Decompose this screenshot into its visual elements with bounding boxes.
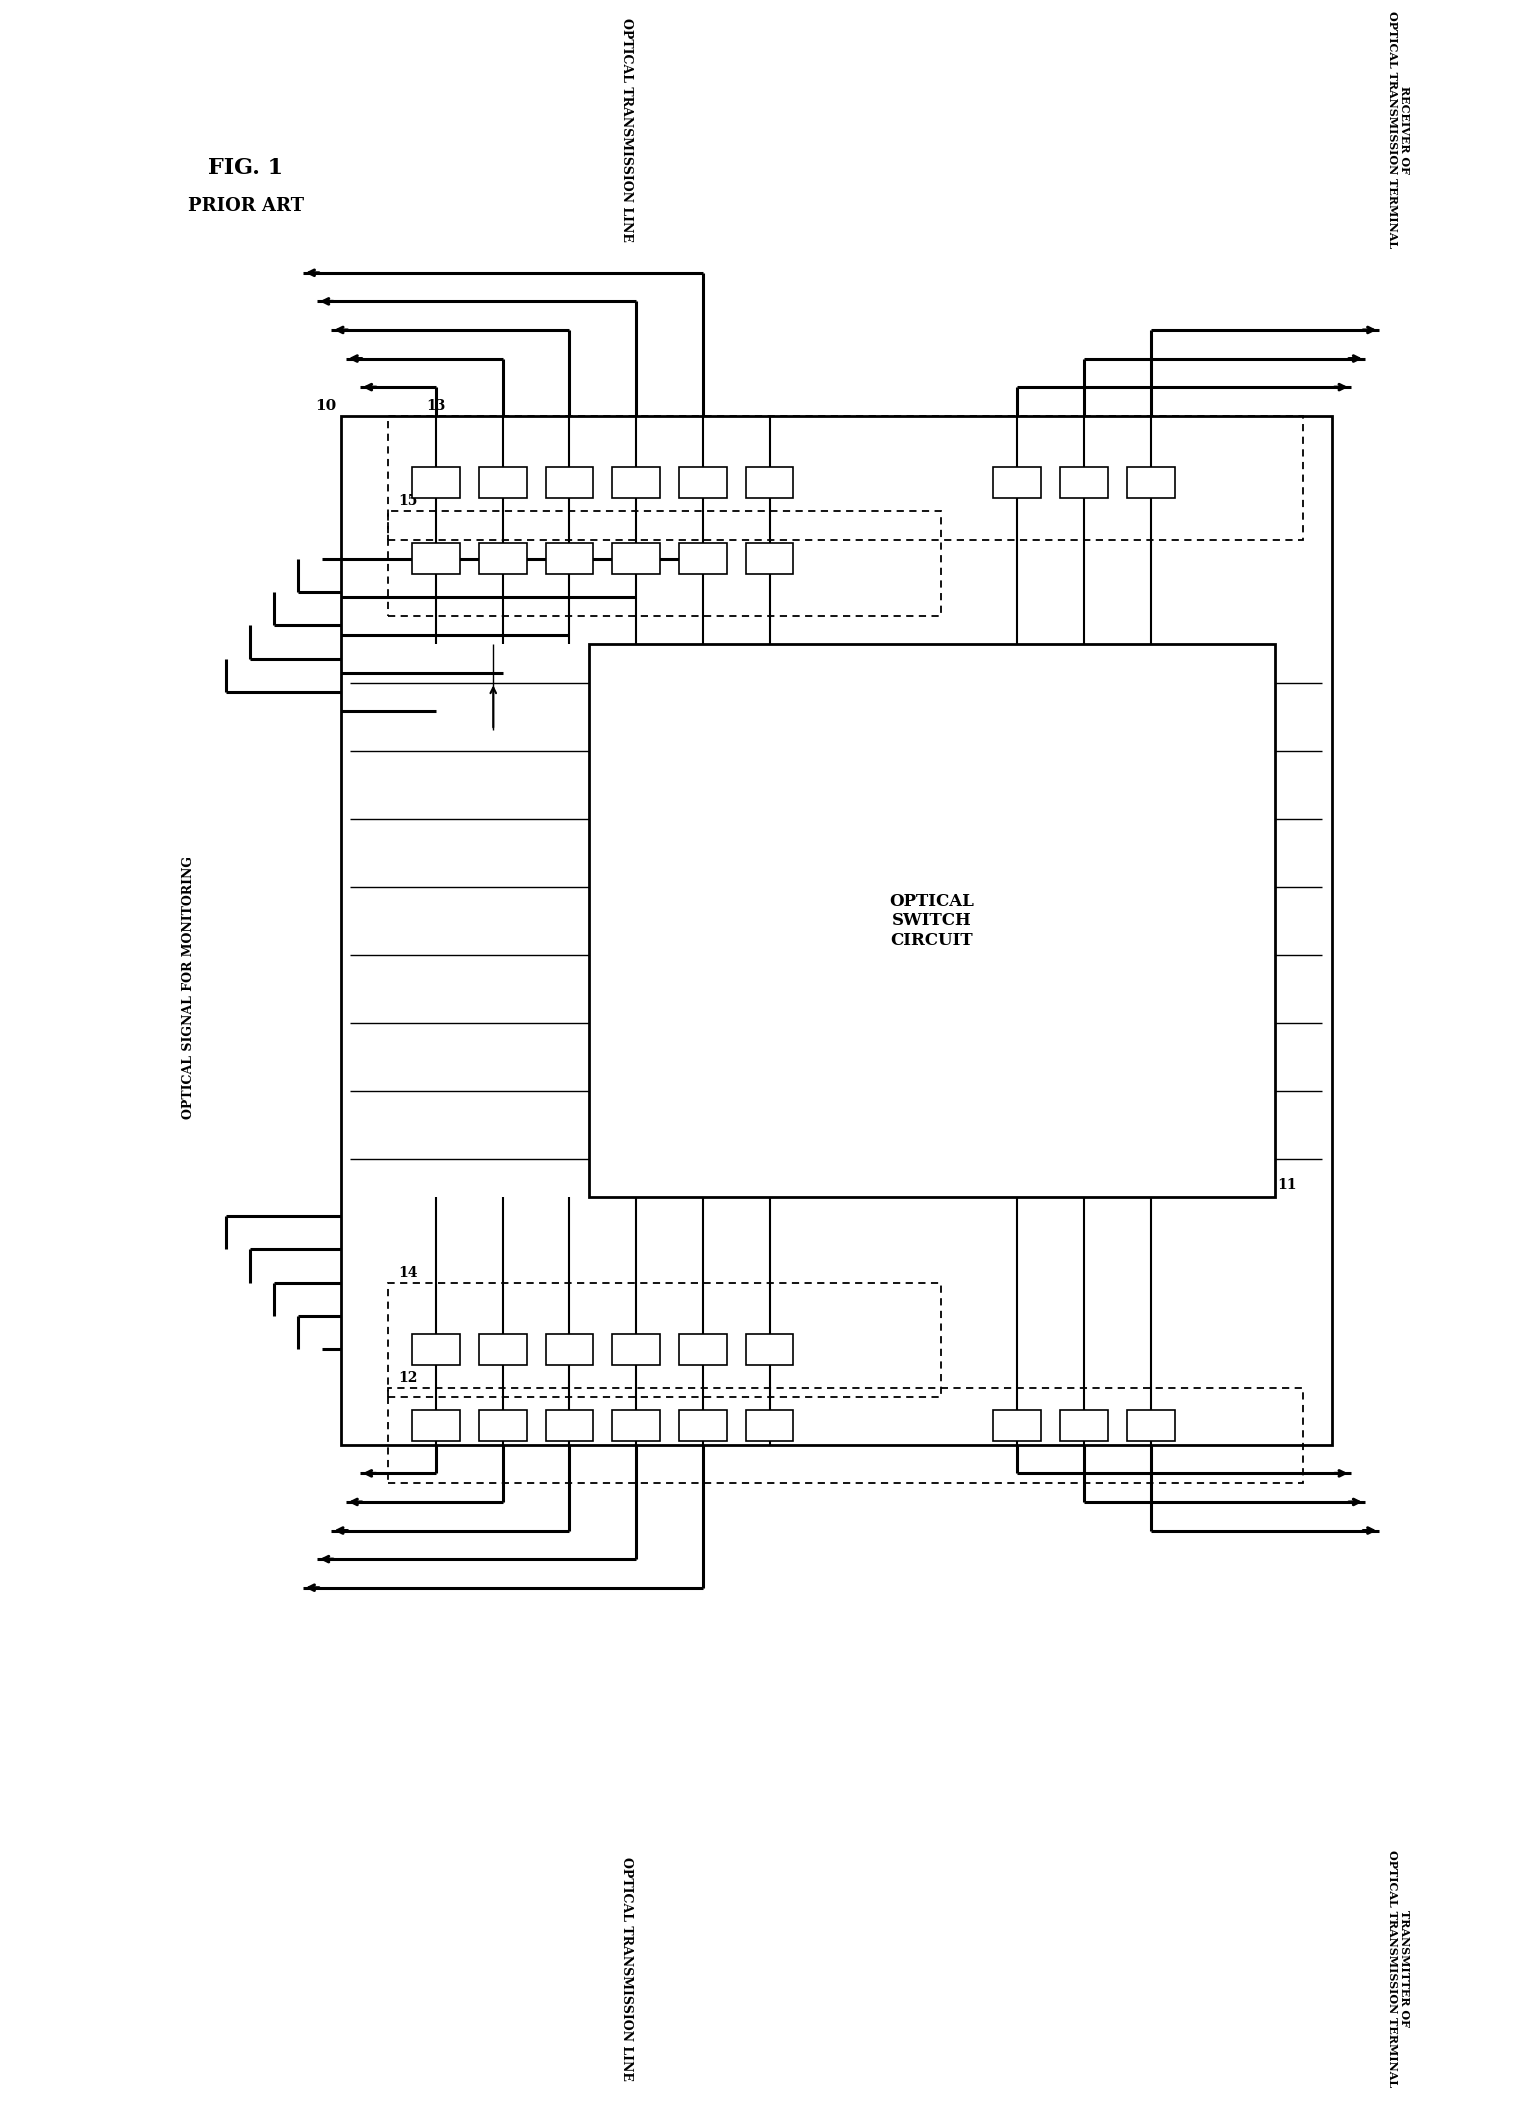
Bar — [546, 1335, 594, 1365]
Bar — [412, 466, 460, 498]
Text: 15: 15 — [397, 494, 417, 509]
Bar — [612, 542, 661, 574]
Bar — [589, 644, 1274, 1197]
Text: FIG. 1: FIG. 1 — [209, 157, 283, 178]
Text: PRIOR ART: PRIOR ART — [187, 197, 303, 216]
Bar — [746, 1411, 793, 1441]
Bar — [479, 466, 527, 498]
Text: TRANSMITTER OF
OPTICAL TRANSMISSION TERMINAL: TRANSMITTER OF OPTICAL TRANSMISSION TERM… — [1387, 1850, 1411, 2087]
Bar — [994, 1411, 1041, 1441]
Bar — [612, 1411, 661, 1441]
Text: OPTICAL SIGNAL FOR MONITORING: OPTICAL SIGNAL FOR MONITORING — [181, 856, 195, 1119]
Bar — [479, 1335, 527, 1365]
Text: OPTICAL TRANSMISSION LINE: OPTICAL TRANSMISSION LINE — [619, 17, 633, 242]
Bar — [388, 1388, 1303, 1483]
Text: 14: 14 — [397, 1265, 417, 1280]
Text: OPTICAL
SWITCH
CIRCUIT: OPTICAL SWITCH CIRCUIT — [889, 892, 974, 949]
Bar — [746, 542, 793, 574]
Bar — [388, 1282, 941, 1396]
Text: 11: 11 — [1277, 1178, 1297, 1193]
Bar — [679, 1335, 726, 1365]
Bar — [412, 1411, 460, 1441]
Text: OPTICAL TRANSMISSION LINE: OPTICAL TRANSMISSION LINE — [619, 1856, 633, 2081]
Bar — [679, 542, 726, 574]
Text: RECEIVER OF
OPTICAL TRANSMISSION TERMINAL: RECEIVER OF OPTICAL TRANSMISSION TERMINA… — [1387, 11, 1411, 248]
Text: 13: 13 — [426, 398, 446, 413]
Bar — [412, 1335, 460, 1365]
Text: 12: 12 — [397, 1371, 417, 1384]
Bar — [679, 466, 726, 498]
Bar — [546, 1411, 594, 1441]
Bar — [341, 415, 1332, 1445]
Bar — [546, 542, 594, 574]
Bar — [679, 1411, 726, 1441]
Bar — [1061, 466, 1108, 498]
Bar — [388, 511, 941, 617]
Bar — [994, 466, 1041, 498]
Text: 10: 10 — [315, 398, 336, 413]
Bar — [612, 466, 661, 498]
Bar — [612, 1335, 661, 1365]
Bar — [479, 1411, 527, 1441]
Bar — [412, 542, 460, 574]
Bar — [746, 466, 793, 498]
Bar — [1126, 1411, 1175, 1441]
Bar — [388, 415, 1303, 540]
Bar — [1061, 1411, 1108, 1441]
Bar — [546, 466, 594, 498]
Bar — [1126, 466, 1175, 498]
Bar — [746, 1335, 793, 1365]
Bar — [479, 542, 527, 574]
